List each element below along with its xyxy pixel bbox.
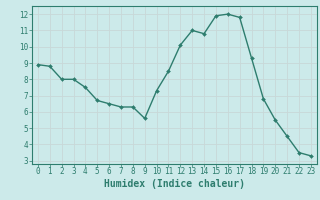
- X-axis label: Humidex (Indice chaleur): Humidex (Indice chaleur): [104, 179, 245, 189]
